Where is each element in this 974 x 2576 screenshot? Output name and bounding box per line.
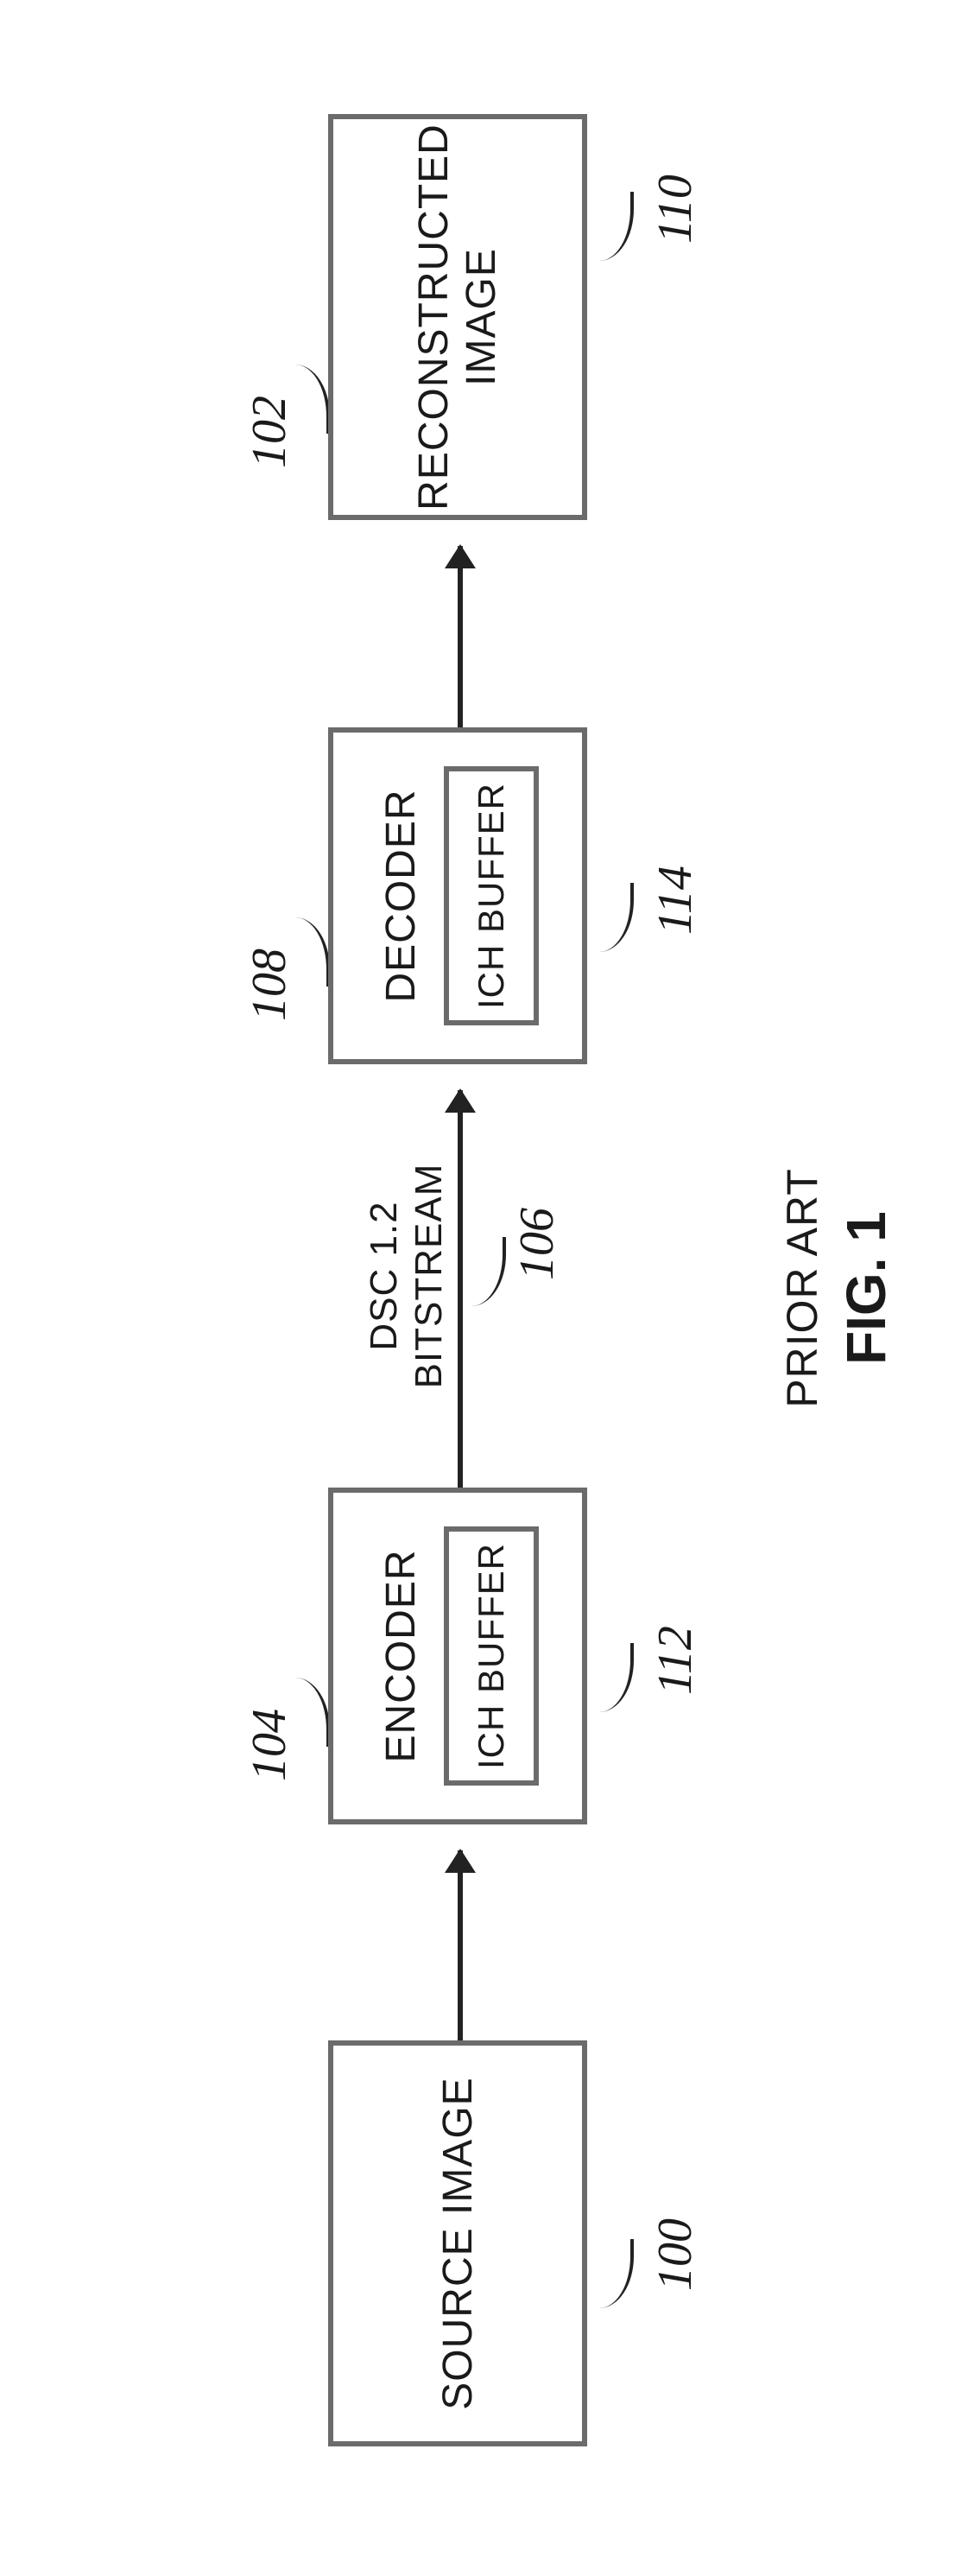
node-reconstructed-image: RECONSTRUCTED IMAGE <box>328 114 587 520</box>
flow-row: SOURCE IMAGE 100 104 ENCODER ICH BUFFER … <box>276 0 691 2576</box>
edge-label-dsc: DSC 1.2 <box>363 1133 406 1418</box>
node-encoder: ENCODER ICH BUFFER <box>328 1488 587 1824</box>
figure-1-diagram: SOURCE IMAGE 100 104 ENCODER ICH BUFFER … <box>0 0 974 2576</box>
node-decoder: DECODER ICH BUFFER <box>328 727 587 1064</box>
ref-112: 112 <box>648 1626 703 1695</box>
edge-label-bitstream: BITSTREAM <box>408 1133 451 1418</box>
ref-114: 114 <box>648 866 703 935</box>
inner-label: ICH BUFFER <box>471 783 512 1009</box>
figure-caption: PRIOR ART FIG. 1 <box>777 0 898 2576</box>
figure-number: FIG. 1 <box>834 0 898 2576</box>
ref-110: 110 <box>648 174 703 244</box>
arrow-encoder-to-decoder <box>458 1090 463 1488</box>
ref-tick <box>596 2239 634 2308</box>
arrow-decoder-to-recon <box>458 546 463 727</box>
ref-tick <box>292 917 330 987</box>
node-source-image: SOURCE IMAGE <box>328 2040 587 2446</box>
ref-tick <box>292 1678 330 1747</box>
node-label: SOURCE IMAGE <box>434 2077 482 2409</box>
ref-tick <box>596 1643 634 1712</box>
ref-106: 106 <box>509 1208 565 1280</box>
node-encoder-ich-buffer: ICH BUFFER <box>444 1526 539 1786</box>
ref-108: 108 <box>242 949 297 1021</box>
inner-label: ICH BUFFER <box>471 1543 512 1769</box>
ref-tick <box>292 365 330 434</box>
node-label: ENCODER <box>377 1549 425 1762</box>
node-decoder-ich-buffer: ICH BUFFER <box>444 766 539 1025</box>
ref-100: 100 <box>648 2218 703 2291</box>
prior-art-label: PRIOR ART <box>777 0 827 2576</box>
node-label: DECODER <box>377 789 425 1002</box>
ref-104: 104 <box>242 1709 297 1781</box>
arrow-source-to-encoder <box>458 1850 463 2040</box>
ref-tick <box>596 192 634 261</box>
ref-tick <box>596 883 634 952</box>
node-label: RECONSTRUCTED IMAGE <box>410 124 505 511</box>
ref-tick <box>468 1237 506 1306</box>
ref-102: 102 <box>242 396 297 468</box>
